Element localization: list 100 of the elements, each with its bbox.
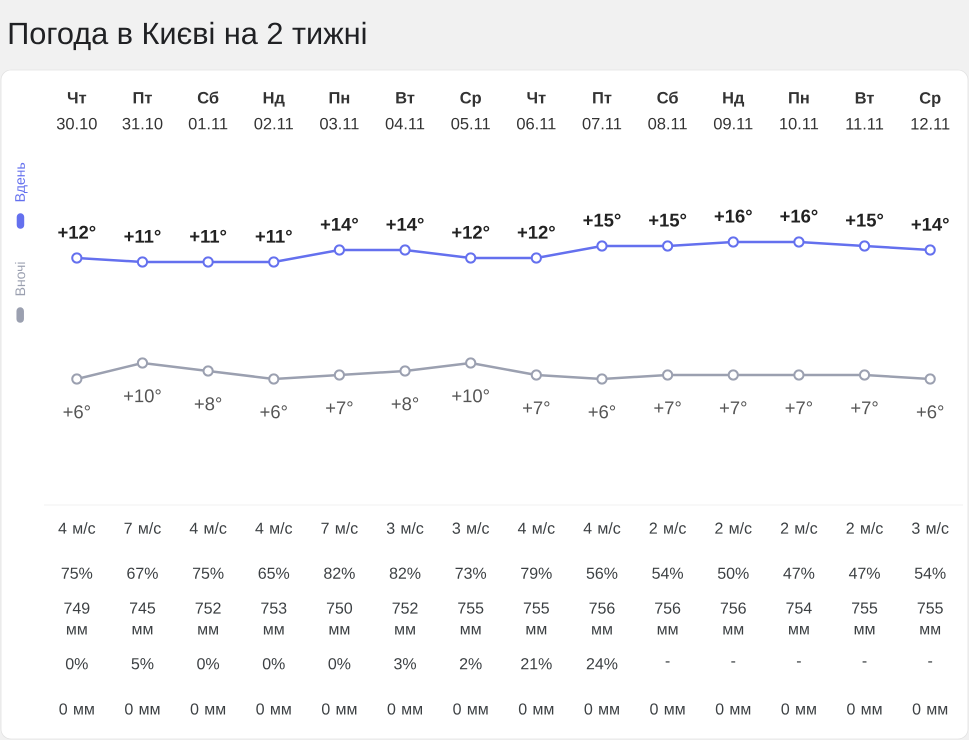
x-tick-label: Пн 03.11	[320, 92, 359, 130]
data-label: +14°	[912, 218, 949, 231]
data-label: +15°	[649, 214, 686, 227]
text: 752 мм	[196, 602, 221, 635]
point	[596, 240, 608, 252]
text: 755 мм	[524, 602, 549, 634]
x-tick-label: Сб 08.11	[648, 91, 687, 130]
point	[858, 369, 870, 381]
point	[858, 240, 870, 252]
point	[202, 256, 214, 268]
text: 3 м/с	[452, 522, 490, 534]
point	[793, 236, 805, 248]
text: 745 мм	[130, 602, 156, 634]
point	[399, 244, 411, 256]
text: 7 м/с	[321, 522, 358, 534]
text: 756 мм	[589, 602, 615, 635]
text: 21%	[521, 658, 552, 670]
text: 0 мм	[388, 703, 422, 715]
point	[71, 252, 82, 264]
text: -	[928, 661, 932, 663]
text: 0%	[197, 658, 220, 670]
data-label: +10°	[452, 389, 489, 402]
text: 0 мм	[453, 703, 488, 715]
point	[530, 252, 542, 264]
text: 0 мм	[125, 703, 160, 715]
text: 73%	[456, 568, 486, 579]
data-label: +16°	[780, 210, 818, 223]
text: -	[666, 661, 670, 663]
text: Вночі	[14, 262, 26, 296]
text: 0 мм	[518, 703, 554, 715]
data-label: +14°	[320, 218, 358, 231]
text: 0 мм	[781, 703, 816, 715]
text: 0 мм	[650, 703, 685, 715]
data-label: +15°	[846, 214, 884, 227]
x-tick-label: Пт 31.10	[122, 92, 162, 130]
text: 3 м/с	[386, 522, 424, 534]
data-label: +7°	[654, 401, 681, 414]
point	[793, 369, 805, 381]
text: Вдень	[15, 162, 28, 202]
text: 4 м/с	[518, 522, 555, 534]
text: 3 м/с	[912, 522, 949, 534]
data-label: +6°	[916, 405, 944, 418]
text: 3%	[394, 658, 416, 670]
data-label: +6°	[588, 405, 616, 418]
data-label: +7°	[851, 401, 878, 414]
data-label: +6°	[64, 405, 90, 418]
point	[728, 236, 739, 248]
text: 82%	[324, 568, 355, 579]
text: 755 мм	[918, 602, 943, 634]
point	[924, 373, 936, 385]
point	[596, 373, 608, 385]
x-tick-label: Ср 12.11	[911, 92, 950, 130]
data-label: +7°	[720, 401, 746, 414]
point	[662, 369, 674, 381]
text: -	[731, 661, 736, 663]
point	[136, 256, 148, 268]
x-tick-label: Пн 10.11	[780, 92, 818, 130]
point	[71, 373, 82, 385]
text: 82%	[390, 568, 420, 579]
data-label: +11°	[124, 230, 160, 243]
text: 752 мм	[392, 602, 418, 635]
text: 79%	[521, 568, 552, 579]
text: 756 мм	[655, 602, 680, 635]
text: 2 м/с	[780, 522, 818, 534]
text: 75%	[62, 568, 92, 579]
x-tick-label: Сб 01.11	[188, 91, 228, 130]
text: 67%	[127, 568, 158, 579]
text: 0 мм	[59, 703, 94, 715]
point	[662, 240, 674, 252]
data-label: +7°	[326, 401, 352, 414]
data-label: +8°	[194, 397, 222, 410]
data-label: +16°	[714, 210, 752, 223]
text: 2 м/с	[846, 522, 883, 534]
text: 4 м/с	[584, 522, 620, 534]
text: 0%	[66, 658, 88, 670]
text: 0 мм	[256, 703, 291, 715]
point	[334, 369, 345, 381]
text: 0 мм	[912, 703, 948, 715]
point	[334, 244, 345, 256]
text: 75%	[192, 568, 224, 579]
data-label: +12°	[58, 226, 96, 239]
point	[530, 369, 542, 381]
data-label: +12°	[518, 226, 555, 239]
point	[202, 365, 214, 377]
data-label: +11°	[190, 230, 226, 243]
text: 756 мм	[720, 602, 746, 635]
text: 7 м/с	[124, 522, 161, 534]
text: 0%	[328, 658, 350, 670]
x-tick-label: Чт 06.11	[517, 92, 556, 130]
text: 2 м/с	[650, 522, 686, 534]
text: 47%	[783, 568, 814, 579]
data-label: +14°	[386, 218, 424, 231]
text: 0 мм	[190, 703, 226, 715]
data-label: +7°	[523, 401, 550, 414]
text: 753 мм	[261, 602, 286, 635]
x-tick-label: Ср 05.11	[451, 92, 490, 130]
point	[399, 365, 411, 377]
x-tick-label: Чт 30.10	[56, 92, 97, 130]
point	[136, 357, 148, 369]
data-label: +6°	[260, 405, 287, 418]
